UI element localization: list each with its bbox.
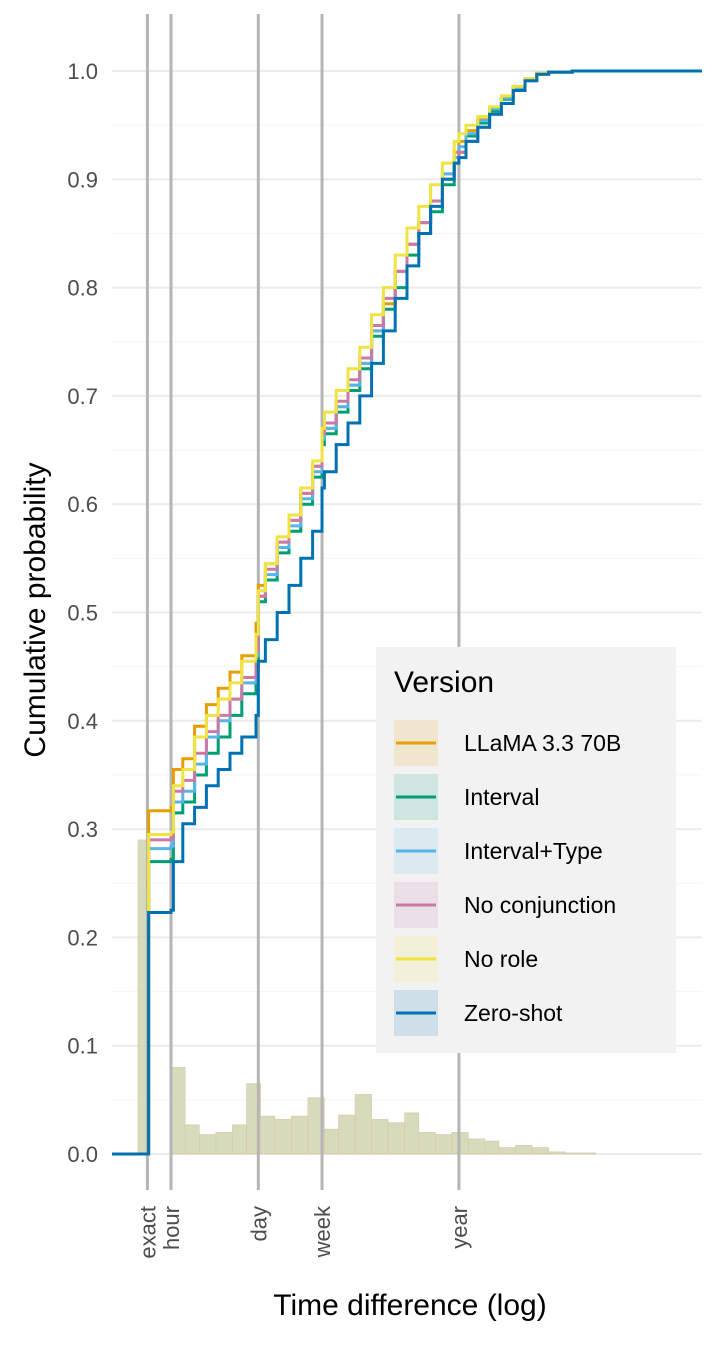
- legend-label-1: Interval: [464, 784, 539, 810]
- y-tick-label-4: 0.4: [67, 709, 98, 734]
- histogram-bar-11: [324, 1128, 339, 1155]
- x-tick-label-exact: exact: [135, 1206, 160, 1259]
- histogram-bar-18: [435, 1134, 453, 1155]
- histogram-bar-22: [498, 1147, 516, 1155]
- legend-label-5: Zero-shot: [464, 1000, 563, 1026]
- y-tick-label-10: 1.0: [67, 59, 98, 84]
- histogram-bar-9: [291, 1115, 309, 1155]
- histogram-bar-24: [531, 1147, 549, 1155]
- histogram-bar-26: [564, 1152, 582, 1155]
- legend-items: LLaMA 3.3 70B Interval Interval+Type No con…: [394, 720, 621, 1036]
- histogram-bar-21: [484, 1140, 500, 1155]
- y-tick-label-1: 0.1: [67, 1034, 98, 1059]
- legend-label-3: No conjunction: [464, 892, 616, 918]
- histogram-bar-12: [338, 1114, 356, 1155]
- y-tick-label-6: 0.6: [67, 492, 98, 517]
- x-tick-label-hour: hour: [159, 1206, 184, 1250]
- histogram-bar-17: [418, 1132, 436, 1155]
- histogram-bar-7: [260, 1115, 276, 1155]
- y-tick-label-5: 0.5: [67, 601, 98, 626]
- series-line-5: [112, 69, 702, 1156]
- legend-label-4: No role: [464, 946, 538, 972]
- series-layer: [112, 69, 702, 1156]
- histogram-bar-25: [548, 1151, 566, 1155]
- histogram-bar-20: [468, 1138, 486, 1155]
- y-tick-label-0: 0.0: [67, 1142, 98, 1167]
- legend-title: Version: [394, 666, 494, 699]
- histogram-bar-10: [307, 1097, 325, 1155]
- histogram-bar-15: [387, 1122, 405, 1155]
- histogram-bar-5: [232, 1124, 247, 1155]
- y-tick-label-8: 0.8: [67, 276, 98, 301]
- histogram-bar-23: [515, 1145, 533, 1155]
- legend-label-2: Interval+Type: [464, 838, 603, 864]
- y-tick-label-2: 0.2: [67, 925, 98, 950]
- legend: Version LLaMA 3.3 70B Interval Interval+Ty…: [376, 647, 676, 1053]
- y-tick-label-3: 0.3: [67, 817, 98, 842]
- histogram-bar-2: [184, 1124, 200, 1155]
- histogram-bar-13: [354, 1094, 372, 1155]
- histogram-bar-8: [274, 1119, 292, 1155]
- x-tick-label-day: day: [246, 1206, 271, 1241]
- histogram-bar-27: [581, 1152, 597, 1155]
- histogram-bar-4: [215, 1132, 233, 1155]
- y-tick-labels: 0.0 0.1 0.2 0.3 0.4 0.5 0.6 0.7 0.8 0.9 1.0: [67, 59, 98, 1167]
- x-tick-label-week: week: [310, 1205, 335, 1258]
- x-tick-label-year: year: [447, 1206, 472, 1249]
- histogram-bar-14: [371, 1119, 389, 1155]
- histogram-layer: [137, 839, 597, 1155]
- legend-label-0: LLaMA 3.3 70B: [464, 730, 621, 756]
- histogram-bar-16: [404, 1112, 420, 1155]
- y-tick-label-9: 0.9: [67, 167, 98, 192]
- histogram-bar-3: [199, 1134, 217, 1155]
- y-axis-title: Cumulative probability: [19, 462, 52, 757]
- y-tick-label-7: 0.7: [67, 384, 98, 409]
- histogram-bar-1: [170, 1067, 186, 1155]
- x-axis-title: Time difference (log): [273, 1289, 546, 1322]
